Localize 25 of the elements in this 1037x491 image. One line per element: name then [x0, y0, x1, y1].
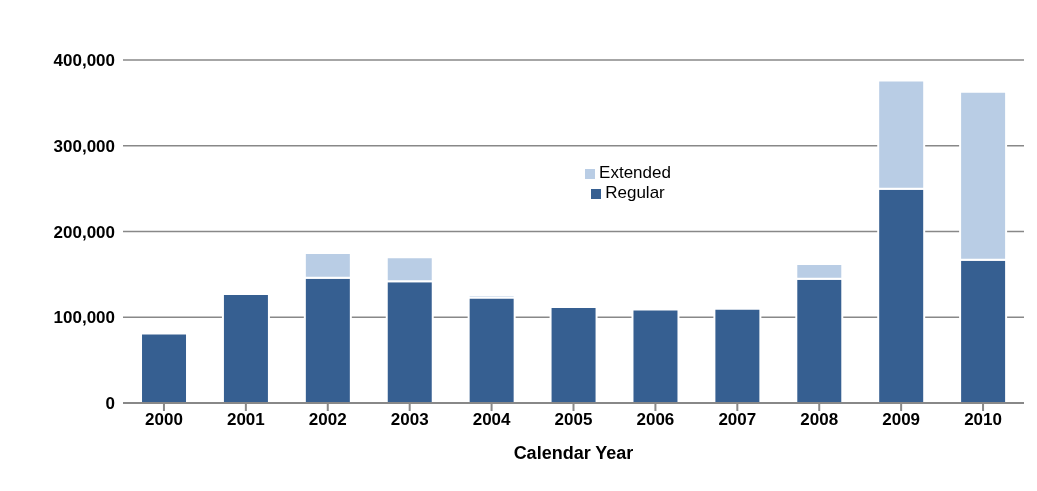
x-tick-label: 2009 — [882, 410, 921, 430]
legend-label: Extended — [599, 163, 671, 182]
x-tick-label: 2007 — [718, 410, 757, 430]
x-tick-label: 2008 — [800, 410, 839, 430]
bar — [467, 296, 516, 403]
bar — [549, 305, 598, 403]
y-tick-label: 400,000 — [53, 51, 115, 71]
legend-label: Regular — [605, 183, 665, 202]
bar — [631, 308, 680, 403]
x-axis-title: Calendar Year — [513, 443, 634, 463]
x-tick-label: 2001 — [226, 410, 265, 430]
bar — [140, 332, 189, 403]
bar — [713, 307, 762, 403]
y-tick-label: 200,000 — [53, 222, 115, 242]
x-tick-label: 2000 — [145, 410, 183, 430]
x-tick-label: 2004 — [472, 410, 512, 430]
x-tick-label: 2003 — [390, 410, 429, 430]
bar — [221, 293, 270, 403]
x-tick-label: 2006 — [636, 410, 675, 430]
y-tick-label: 0 — [105, 394, 115, 414]
y-tick-label: 300,000 — [53, 136, 115, 156]
x-tick-label: 2002 — [308, 410, 347, 430]
x-tick-label: 2010 — [964, 410, 1002, 430]
x-tick-label: 2005 — [554, 410, 593, 430]
y-tick-label: 100,000 — [53, 308, 115, 328]
